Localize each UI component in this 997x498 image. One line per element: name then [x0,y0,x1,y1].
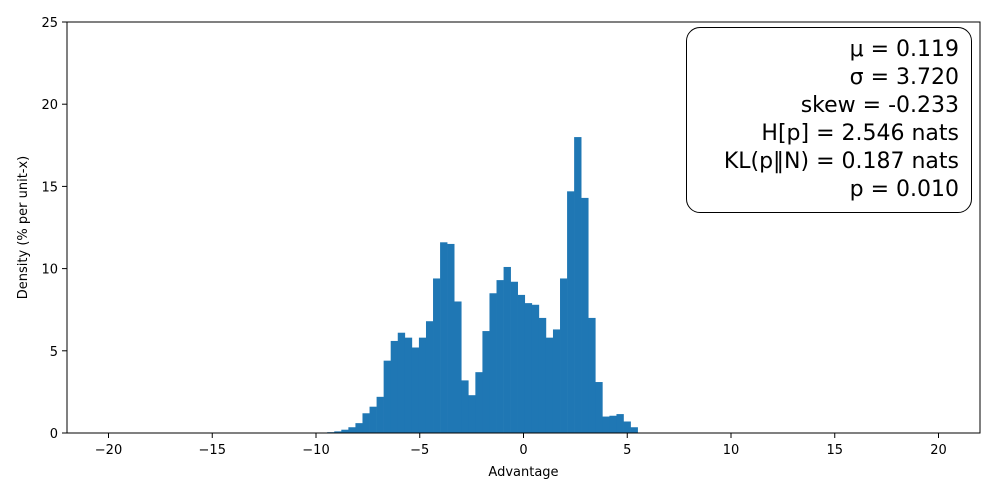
stat-std: σ = 3.720 [849,65,959,90]
stats-box: μ = 0.119 σ = 3.720 skew = -0.233 H[p] =… [686,27,972,213]
y-tick-label: 20 [41,98,58,113]
histogram-bar [397,332,406,433]
x-tick-label: −5 [410,443,429,458]
x-tick-label: −10 [302,443,329,458]
histogram-bar [341,429,349,433]
x-axis-label: Advantage [488,465,558,480]
stat-mean: μ = 0.119 [849,37,959,62]
histogram-bars [320,137,638,433]
histogram-bar [383,360,391,433]
histogram-bar [433,278,441,433]
histogram-bar [574,137,582,433]
histogram-bar [552,329,561,433]
y-axis-label: Density (% per unit-x) [16,156,31,299]
histogram-bar [376,396,384,433]
histogram-bar [390,340,399,433]
histogram-bar [355,423,363,433]
x-tick-label: 0 [519,443,527,458]
histogram-bar [595,382,603,433]
histogram-bar [630,427,638,433]
y-axis-ticks: 0 5 10 15 20 25 [41,16,67,442]
histogram-bar [348,427,356,433]
histogram-bar [369,406,377,433]
x-tick-label: 10 [723,443,740,458]
stat-kl: KL(p‖N) = 0.187 nats [723,149,959,174]
x-tick-label: −20 [95,443,122,458]
histogram-bar [447,243,455,433]
histogram-bar [496,280,504,433]
histogram-bar [538,317,547,433]
histogram-bar [411,347,420,433]
y-tick-label: 10 [41,263,58,278]
histogram-bar [425,321,434,433]
histogram-bar [418,337,427,433]
histogram-bar [482,331,490,433]
histogram-bar [503,266,511,433]
histogram-bar [461,380,469,433]
histogram-bar [440,242,448,433]
histogram-bar [334,431,342,433]
histogram-bar [362,413,370,433]
histogram-bar [609,415,617,433]
histogram-bar [531,304,540,433]
x-tick-label: 15 [826,443,843,458]
histogram-bar [510,281,518,433]
histogram-bar [567,191,575,433]
histogram-bar [454,301,462,433]
x-tick-label: 5 [623,443,631,458]
x-axis-ticks: −20 −15 −10 −5 0 5 10 15 20 [95,433,947,458]
x-tick-label: −15 [199,443,226,458]
stat-entropy: H[p] = 2.546 nats [761,121,959,146]
y-tick-label: 5 [50,345,58,360]
stat-skew: skew = -0.233 [800,93,959,118]
histogram-bar [468,395,476,433]
histogram-bar [581,197,589,433]
histogram-bar [623,421,631,433]
y-tick-label: 0 [50,427,58,442]
histogram-bar [545,337,554,433]
histogram-bar [616,414,624,433]
histogram-bar [588,317,596,433]
stat-p: p = 0.010 [849,177,959,202]
histogram-bar [602,416,610,433]
histogram-bar [404,337,413,433]
histogram-bar [524,303,533,433]
x-tick-label: 20 [930,443,947,458]
y-tick-label: 25 [41,16,58,31]
y-tick-label: 15 [41,180,58,195]
histogram-bar [475,372,483,433]
histogram-bar [560,278,568,433]
histogram-bar [489,293,497,433]
histogram-bar [517,294,526,433]
